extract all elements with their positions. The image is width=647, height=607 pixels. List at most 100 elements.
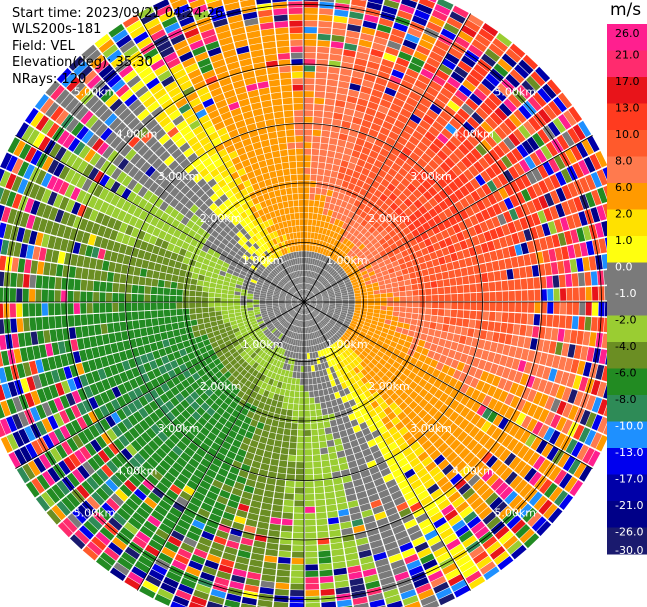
velocity-gate	[310, 416, 317, 423]
velocity-gate	[146, 269, 154, 278]
velocity-gate	[380, 178, 390, 188]
velocity-gate	[271, 452, 280, 460]
velocity-gate	[327, 510, 338, 518]
velocity-gate	[383, 233, 392, 242]
velocity-gate	[345, 552, 359, 561]
velocity-gate	[468, 275, 476, 284]
velocity-gate	[512, 441, 524, 455]
velocity-gate	[353, 374, 361, 382]
velocity-gate	[464, 181, 475, 193]
velocity-gate	[304, 244, 307, 251]
velocity-gate	[480, 370, 489, 382]
velocity-gate	[405, 157, 416, 167]
velocity-gate	[309, 391, 314, 398]
velocity-gate	[263, 450, 272, 459]
velocity-gate	[581, 138, 594, 156]
velocity-gate	[458, 530, 474, 543]
velocity-gate	[490, 459, 503, 473]
velocity-gate	[415, 173, 426, 184]
velocity-gate	[440, 87, 454, 100]
velocity-gate	[476, 292, 483, 302]
velocity-gate	[313, 345, 318, 352]
velocity-gate	[485, 262, 494, 272]
velocity-gate	[292, 319, 297, 325]
velocity-gate	[246, 410, 255, 419]
velocity-gate	[259, 302, 266, 305]
velocity-gate	[379, 284, 386, 290]
velocity-gate	[200, 502, 213, 513]
velocity-gate	[334, 9, 349, 17]
velocity-gate	[363, 205, 371, 214]
velocity-gate	[525, 214, 535, 228]
velocity-gate	[505, 48, 522, 63]
velocity-gate	[218, 523, 231, 534]
velocity-gate	[267, 411, 275, 420]
velocity-gate	[281, 441, 290, 449]
velocity-gate	[413, 462, 425, 473]
velocity-gate	[418, 241, 427, 250]
velocity-gate	[439, 392, 449, 403]
velocity-gate	[407, 330, 415, 337]
velocity-gate	[247, 293, 254, 297]
velocity-gate	[309, 284, 313, 291]
velocity-gate	[332, 315, 339, 319]
velocity-gate	[297, 430, 304, 436]
velocity-gate	[402, 188, 412, 198]
velocity-gate	[195, 296, 202, 302]
velocity-gate	[290, 590, 304, 597]
velocity-gate	[480, 139, 492, 152]
velocity-gate	[325, 215, 332, 223]
velocity-gate	[305, 532, 317, 539]
velocity-gate	[334, 310, 341, 314]
velocity-gate	[395, 421, 405, 431]
velocity-gate	[280, 369, 286, 376]
velocity-gate	[513, 162, 525, 176]
velocity-gate	[30, 260, 38, 274]
velocity-gate	[384, 278, 392, 285]
velocity-gate	[315, 253, 320, 260]
velocity-gate	[331, 283, 338, 288]
velocity-gate	[403, 217, 412, 227]
velocity-gate	[317, 330, 322, 337]
velocity-gate	[284, 422, 292, 429]
velocity-gate	[417, 141, 428, 152]
velocity-gate	[11, 257, 19, 272]
velocity-gate	[483, 292, 490, 302]
velocity-gate	[380, 229, 388, 238]
velocity-gate	[383, 501, 395, 511]
velocity-gate	[241, 596, 257, 606]
velocity-gate	[408, 135, 420, 146]
velocity-gate	[557, 452, 570, 468]
velocity-gate	[403, 490, 416, 501]
velocity-gate	[228, 286, 235, 291]
velocity-gate	[358, 316, 366, 322]
velocity-gate	[255, 448, 265, 457]
velocity-gate	[489, 342, 498, 353]
velocity-gate	[337, 319, 344, 324]
velocity-gate	[304, 430, 311, 436]
velocity-gate	[369, 95, 381, 105]
velocity-gate	[462, 121, 475, 134]
velocity-gate	[449, 204, 459, 215]
velocity-gate	[336, 241, 342, 249]
velocity-gate	[413, 50, 428, 62]
velocity-gate	[172, 501, 186, 513]
velocity-gate	[423, 500, 437, 512]
velocity-gate	[459, 559, 475, 573]
velocity-gate	[16, 303, 23, 318]
velocity-gate	[176, 296, 183, 302]
velocity-gate	[378, 318, 385, 323]
velocity-gate	[389, 34, 404, 45]
velocity-gate	[340, 312, 347, 316]
velocity-gate	[73, 303, 80, 314]
velocity-gate	[304, 33, 317, 40]
velocity-gate	[308, 292, 313, 298]
velocity-gate	[310, 232, 315, 239]
velocity-gate	[499, 236, 508, 248]
velocity-gate	[370, 238, 378, 246]
velocity-gate	[402, 595, 419, 606]
velocity-gate	[495, 159, 508, 172]
velocity-gate	[428, 126, 440, 137]
velocity-gate	[462, 364, 471, 374]
velocity-gate	[304, 468, 313, 475]
